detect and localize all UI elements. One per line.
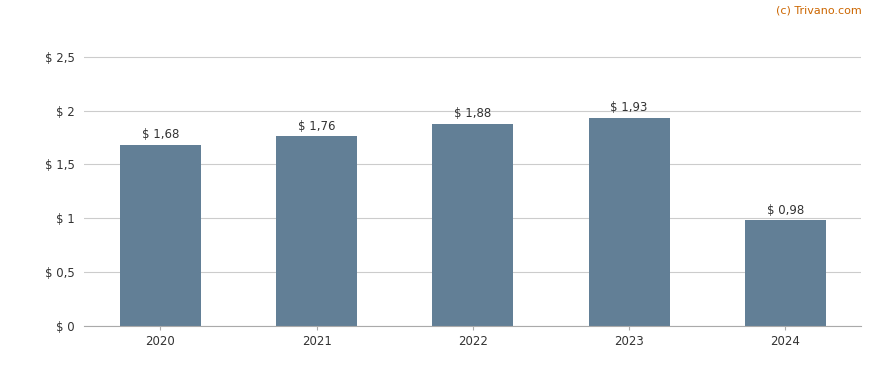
- Bar: [432, 124, 513, 326]
- Text: $ 1,68: $ 1,68: [141, 128, 179, 141]
- Bar: [276, 137, 357, 326]
- Text: $ 0,98: $ 0,98: [766, 204, 804, 216]
- Bar: [120, 145, 201, 326]
- Text: $ 1,88: $ 1,88: [455, 107, 491, 120]
- Text: $ 1,76: $ 1,76: [297, 120, 336, 133]
- Bar: [589, 118, 670, 326]
- Text: (c) Trivano.com: (c) Trivano.com: [775, 6, 861, 16]
- Text: $ 1,93: $ 1,93: [610, 101, 648, 114]
- Bar: [745, 220, 826, 326]
